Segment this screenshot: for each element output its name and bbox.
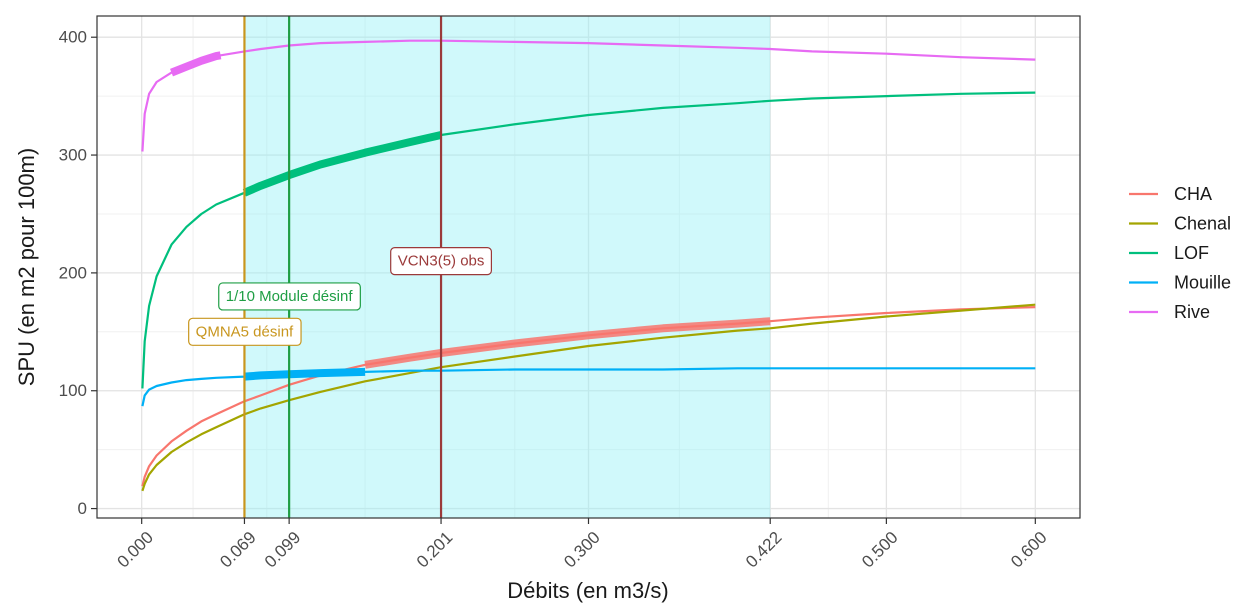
y-tick-label: 0 (78, 499, 87, 518)
x-tick-label: 0.099 (261, 528, 305, 572)
reference-label-text: VCN3(5) obs (398, 253, 485, 270)
legend-label: Chenal (1174, 214, 1231, 234)
y-tick-label: 100 (59, 381, 87, 400)
plot-panel: QMNA5 désinf 1/10 Module désinf VCN3(5) ob… (96, 15, 1081, 519)
y-tick-label: 200 (59, 263, 87, 282)
reference-label-box (390, 247, 493, 276)
y-axis-title: SPU (en m2 pour 100m) (14, 148, 39, 386)
x-tick-label: 0.300 (560, 528, 604, 572)
x-tick-label: 0.201 (413, 528, 457, 572)
legend-label: Mouille (1174, 273, 1231, 293)
reference-label-text: 1/10 Module désinf (226, 288, 354, 305)
x-tick-label: 0.600 (1007, 528, 1051, 572)
legend-label: CHA (1174, 184, 1212, 204)
series-highlight-rive (170, 51, 222, 77)
x-axis: 0.000 0.069 0.099 0.201 0.300 0.422 0.500 0.600 (113, 518, 1051, 572)
x-tick-label: 0.500 (858, 528, 902, 572)
x-tick-label: 0.422 (742, 528, 786, 572)
legend-item-rive: Rive (1129, 302, 1210, 322)
legend-label: LOF (1174, 243, 1209, 263)
y-axis: 0 100 200 300 400 (59, 28, 97, 518)
x-axis-title: Débits (en m3/s) (507, 578, 668, 603)
legend-label: Rive (1174, 302, 1210, 322)
series-highlight-mouille (244, 367, 366, 381)
reference-label-1: QMNA5 désinf (188, 317, 302, 346)
series-line-rive (141, 39, 1036, 152)
series-line-chenal (141, 303, 1036, 492)
y-tick-label: 300 (59, 146, 87, 165)
y-tick-label: 400 (59, 28, 87, 47)
legend: CHA Chenal LOF Mouille Rive (1129, 184, 1231, 322)
reference-label-box (218, 282, 361, 311)
x-tick-label: 0.069 (216, 528, 260, 572)
series-highlight-lof (242, 131, 442, 197)
shaded-band (244, 16, 771, 518)
reference-label-text: QMNA5 désinf (196, 323, 294, 340)
legend-item-cha: CHA (1129, 184, 1212, 204)
legend-item-mouille: Mouille (1129, 273, 1231, 293)
x-tick-label: 0.000 (113, 528, 157, 572)
reference-label-3: VCN3(5) obs (390, 247, 493, 276)
legend-item-chenal: Chenal (1129, 214, 1231, 234)
series-highlight-cha (364, 317, 771, 369)
reference-label-box (188, 317, 302, 346)
legend-item-lof: LOF (1129, 243, 1209, 263)
reference-label-2: 1/10 Module désinf (218, 282, 361, 311)
